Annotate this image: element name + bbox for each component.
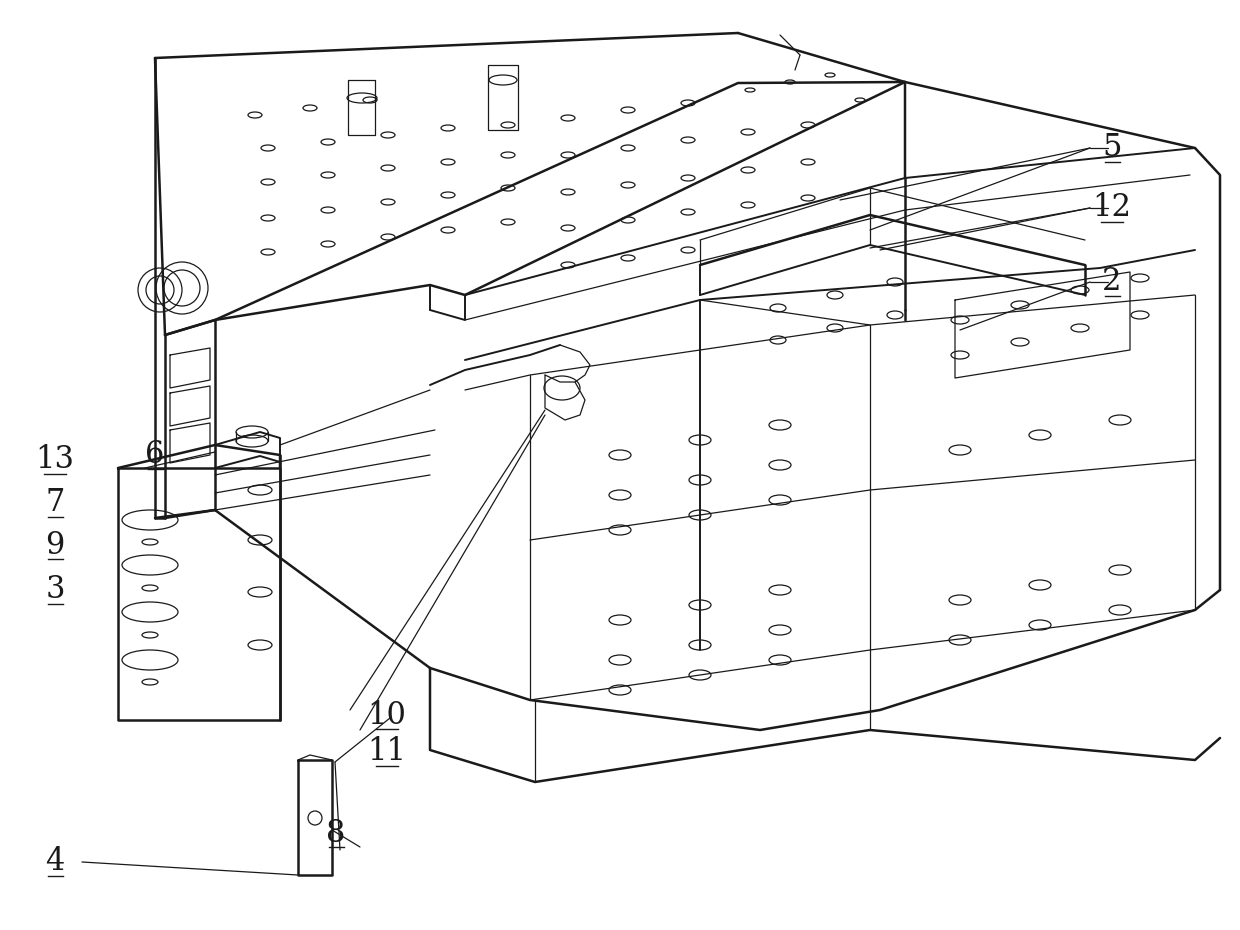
Text: 13: 13 — [36, 445, 74, 475]
Text: 4: 4 — [46, 846, 64, 878]
Text: 5: 5 — [1102, 132, 1122, 164]
Text: 6: 6 — [145, 440, 165, 471]
Text: 3: 3 — [45, 575, 64, 605]
Text: 9: 9 — [46, 529, 64, 561]
Text: 7: 7 — [46, 487, 64, 519]
Text: 2: 2 — [1102, 267, 1122, 298]
Text: 10: 10 — [367, 699, 407, 730]
Text: 8: 8 — [326, 817, 346, 848]
Text: 12: 12 — [1092, 193, 1131, 223]
Text: 11: 11 — [367, 737, 407, 767]
